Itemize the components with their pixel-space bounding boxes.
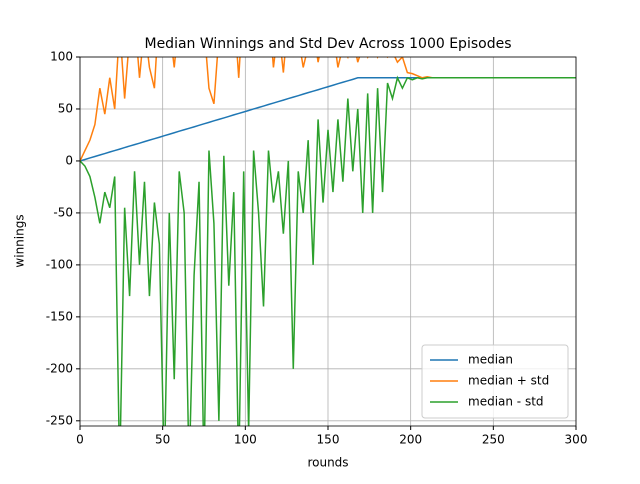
y-tick-label: 50 [58, 101, 73, 115]
x-tick-label: 200 [399, 433, 422, 447]
y-axis-label: winnings [13, 214, 27, 267]
series-line [80, 75, 576, 426]
legend-label: median [468, 353, 513, 367]
x-axis-label: rounds [307, 456, 348, 470]
ticks: 0 50 100 150 200 250 300 -250 -200 -150 -100 -50 0 50… [46, 50, 588, 447]
legend-label: median + std [468, 374, 549, 388]
x-tick-label: 150 [317, 433, 340, 447]
y-tick-label: 0 [65, 153, 73, 167]
y-tick-label: 100 [50, 50, 73, 64]
y-tick-label: -200 [46, 361, 73, 375]
legend: median median + std median - std [421, 344, 569, 419]
y-tick-label: -150 [46, 309, 73, 323]
x-tick-label: 50 [155, 433, 170, 447]
y-tick-label: -50 [53, 205, 73, 219]
x-tick-label: 0 [76, 433, 84, 447]
x-tick-label: 250 [482, 433, 505, 447]
chart-title: Median Winnings and Std Dev Across 1000 … [144, 36, 511, 52]
y-tick-label: -250 [46, 413, 73, 427]
grid [79, 56, 577, 426]
x-tick-label: 300 [565, 433, 588, 447]
legend-box [421, 344, 569, 419]
legend-label: median - std [468, 395, 544, 409]
x-tick-label: 100 [234, 433, 257, 447]
y-tick-label: -100 [46, 257, 73, 271]
plot-lines [80, 57, 576, 426]
